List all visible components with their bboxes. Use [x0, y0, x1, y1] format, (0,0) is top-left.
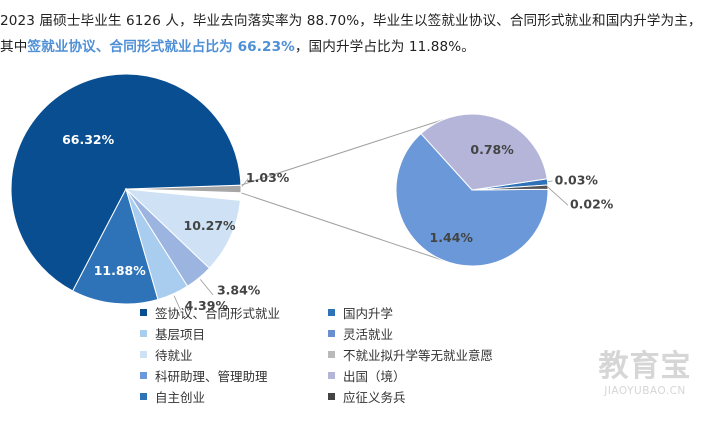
leader-line-main-3 — [199, 279, 214, 296]
legend-item: 国内升学 — [328, 302, 500, 322]
main-pie-slice — [124, 188, 241, 269]
legend-swatch — [328, 329, 335, 337]
connector-line — [240, 118, 445, 186]
data-label-main-0: 66.32% — [62, 132, 115, 147]
intro-text-part1: 2023 届硕士毕业生 6126 人，毕业去向落实率为 88.70%，毕业生以签… — [0, 13, 702, 55]
legend-label: 国内升学 — [343, 305, 394, 321]
data-label-main-4: 10.27% — [184, 218, 237, 233]
leader-line-detail-3 — [547, 186, 569, 206]
legend-label: 自主创业 — [155, 389, 206, 405]
main-pie — [10, 73, 242, 305]
data-label-detail-1: 0.78% — [470, 142, 514, 157]
legend-item: 不就业拟升学等无就业意愿 — [328, 344, 500, 364]
data-label-detail-0: 1.44% — [430, 230, 474, 245]
legend-swatch — [140, 329, 147, 337]
legend-item: 灵活就业 — [328, 323, 500, 343]
legend-swatch — [328, 392, 335, 400]
leader-line-main-5 — [241, 178, 249, 187]
legend-item: 出国（境） — [328, 365, 500, 385]
legend-swatch — [328, 308, 335, 316]
legend-label: 待就业 — [155, 347, 193, 363]
legend-item: 科研助理、管理助理 — [140, 365, 328, 385]
detail-pie-slice — [395, 132, 549, 267]
data-label-main-2: 4.39% — [185, 298, 229, 313]
legend-label: 签协议、合同形式就业 — [155, 305, 281, 321]
legend-item: 签协议、合同形式就业 — [140, 302, 328, 322]
legend-swatch — [140, 392, 147, 400]
detail-pie-slice — [420, 113, 548, 191]
intro-paragraph: 2023 届硕士毕业生 6126 人，毕业去向落实率为 88.70%，毕业生以签… — [0, 8, 710, 60]
data-label-detail-3: 0.02% — [570, 197, 614, 212]
legend-item: 自主创业 — [140, 386, 328, 406]
intro-highlight: 签就业协议、合同形式就业占比为 66.23% — [27, 39, 295, 55]
legend-swatch — [140, 308, 147, 316]
data-label-detail-2: 0.03% — [555, 172, 599, 187]
legend-label: 应征义务兵 — [343, 389, 406, 405]
legend-item: 应征义务兵 — [328, 386, 500, 406]
data-label-main-5: 1.03% — [246, 170, 290, 185]
legend-swatch — [328, 350, 335, 358]
legend-label: 不就业拟升学等无就业意愿 — [343, 347, 494, 363]
legend-swatch — [140, 371, 147, 379]
watermark-main-text: 教育宝 — [598, 349, 692, 384]
legend-swatch — [140, 350, 147, 358]
main-pie-slice — [125, 184, 242, 194]
legend-swatch — [328, 371, 335, 379]
watermark-sub-text: JIAOYUBAO.CN — [604, 385, 686, 397]
main-pie-slice — [10, 73, 242, 292]
legend-label: 出国（境） — [343, 368, 406, 384]
connector-line — [240, 192, 445, 262]
watermark-logo: 教育宝 JIAOYUBAO.CN — [590, 350, 700, 398]
legend-item: 基层项目 — [140, 323, 328, 343]
legend-label: 科研助理、管理助理 — [155, 368, 268, 384]
legend-item: 待就业 — [140, 344, 328, 364]
legend-label: 基层项目 — [155, 326, 206, 342]
data-label-main-1: 11.88% — [94, 263, 147, 278]
connector-lines — [240, 118, 445, 262]
legend-label: 灵活就业 — [343, 326, 394, 342]
data-label-main-3: 3.84% — [217, 282, 261, 297]
main-pie-slice — [72, 187, 159, 305]
leader-line-main-2 — [173, 295, 181, 311]
intro-text-part2: ，国内升学占比为 11.88%。 — [294, 39, 475, 55]
data-labels: 66.32% 11.88% 4.39%3.84% 10.27% 1.03% 0.78% 1.… — [62, 132, 614, 313]
chart-legend: 签协议、合同形式就业 国内升学基层项目 灵活就业待就业 不就业拟升学等无就业意愿科研助… — [140, 302, 500, 406]
leader-line-detail-2 — [547, 180, 553, 183]
